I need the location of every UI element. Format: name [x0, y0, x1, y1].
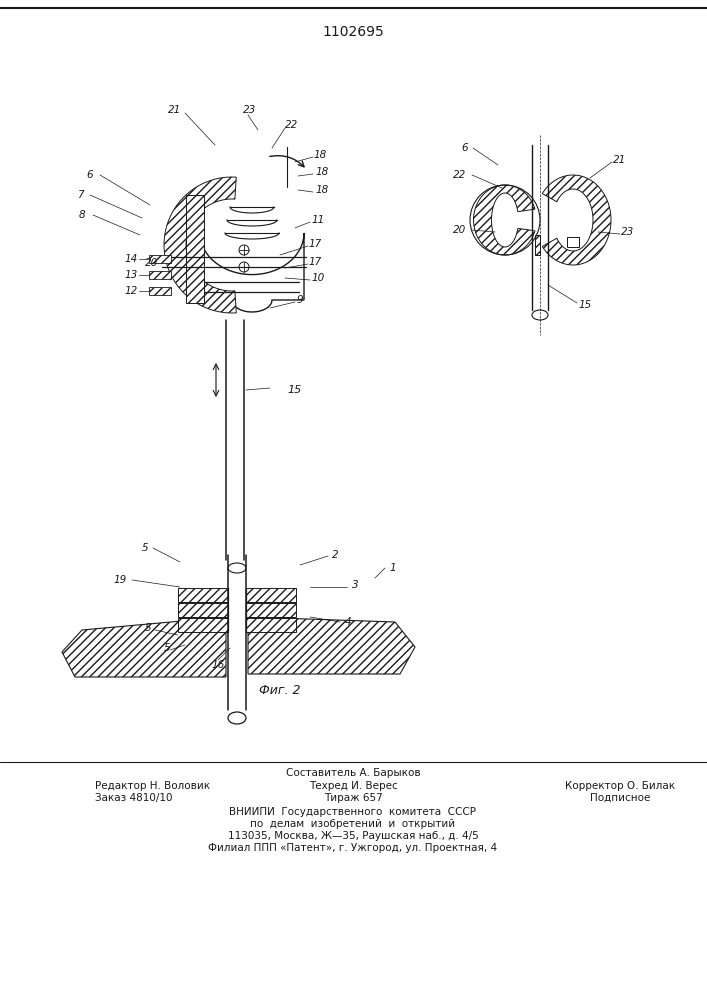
Text: 5: 5: [164, 643, 170, 653]
Bar: [567, 237, 579, 247]
Text: Составитель А. Барыков: Составитель А. Барыков: [286, 768, 421, 778]
Polygon shape: [186, 195, 204, 303]
Text: 13: 13: [124, 270, 138, 280]
Ellipse shape: [228, 563, 246, 573]
Text: 3: 3: [351, 580, 358, 590]
Polygon shape: [535, 235, 540, 255]
Text: Техред И. Верес: Техред И. Верес: [309, 781, 397, 791]
Polygon shape: [542, 175, 611, 265]
Polygon shape: [474, 185, 535, 255]
Text: 113035, Москва, Ж—35, Раушская наб., д. 4/5: 113035, Москва, Ж—35, Раушская наб., д. …: [228, 831, 479, 841]
Text: 21: 21: [168, 105, 182, 115]
Text: 17: 17: [308, 257, 322, 267]
Text: Тираж 657: Тираж 657: [324, 793, 382, 803]
Polygon shape: [246, 603, 296, 617]
Text: 22: 22: [453, 170, 467, 180]
Text: 6: 6: [87, 170, 93, 180]
Ellipse shape: [228, 712, 246, 724]
Text: 21: 21: [614, 155, 626, 165]
Text: Филиал ППП «Патент», г. Ужгород, ул. Проектная, 4: Филиал ППП «Патент», г. Ужгород, ул. Про…: [209, 843, 498, 853]
Text: 1: 1: [390, 563, 397, 573]
Text: 15: 15: [288, 385, 302, 395]
Text: 19: 19: [113, 575, 127, 585]
Text: 4: 4: [345, 617, 351, 627]
Text: 20: 20: [146, 258, 158, 268]
Polygon shape: [178, 588, 228, 602]
Text: 5: 5: [145, 623, 151, 633]
Polygon shape: [178, 603, 228, 617]
Polygon shape: [149, 255, 171, 263]
Polygon shape: [164, 177, 236, 313]
Text: 11: 11: [311, 215, 325, 225]
Text: Редактор Н. Воловик: Редактор Н. Воловик: [95, 781, 210, 791]
Text: 8: 8: [78, 210, 86, 220]
Text: 10: 10: [311, 273, 325, 283]
Text: 16: 16: [211, 660, 225, 670]
Text: 1102695: 1102695: [322, 25, 384, 39]
Text: по  делам  изобретений  и  открытий: по делам изобретений и открытий: [250, 819, 455, 829]
Polygon shape: [178, 618, 228, 632]
Text: 5: 5: [141, 543, 148, 553]
Text: 15: 15: [578, 300, 592, 310]
Polygon shape: [248, 617, 415, 674]
Text: Фиг. 2: Фиг. 2: [259, 684, 300, 696]
Polygon shape: [246, 618, 296, 632]
Polygon shape: [149, 271, 171, 279]
Text: 23: 23: [621, 227, 635, 237]
Text: 18: 18: [315, 167, 329, 177]
Text: ВНИИПИ  Государственного  комитета  СССР: ВНИИПИ Государственного комитета СССР: [230, 807, 477, 817]
Polygon shape: [149, 287, 171, 295]
Text: Корректор О. Билак: Корректор О. Билак: [565, 781, 675, 791]
Text: 2: 2: [332, 550, 339, 560]
Text: 17: 17: [308, 239, 322, 249]
Polygon shape: [200, 233, 304, 312]
Text: 12: 12: [124, 286, 138, 296]
Text: 7: 7: [76, 190, 83, 200]
Text: 23: 23: [243, 105, 257, 115]
Polygon shape: [62, 617, 226, 677]
Text: Подписное: Подписное: [590, 793, 650, 803]
Text: 18: 18: [313, 150, 327, 160]
Polygon shape: [246, 588, 296, 602]
Text: Заказ 4810/10: Заказ 4810/10: [95, 793, 173, 803]
Ellipse shape: [532, 310, 548, 320]
Text: 22: 22: [286, 120, 298, 130]
Text: 9: 9: [297, 295, 303, 305]
Text: 6: 6: [462, 143, 468, 153]
Text: 20: 20: [453, 225, 467, 235]
Text: 18: 18: [315, 185, 329, 195]
Text: 14: 14: [124, 254, 138, 264]
